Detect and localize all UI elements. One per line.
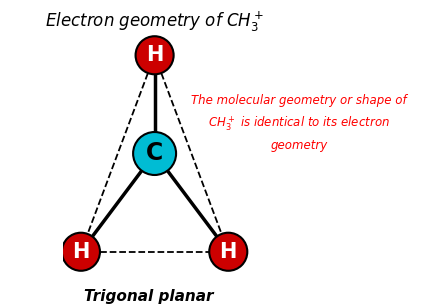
Text: H: H <box>146 45 163 65</box>
Circle shape <box>133 132 176 175</box>
Circle shape <box>62 233 100 271</box>
Text: The molecular geometry or shape of
$CH_3^+$ is identical to its electron
geometr: The molecular geometry or shape of $CH_3… <box>191 94 407 152</box>
Circle shape <box>136 36 174 74</box>
Text: Trigonal planar: Trigonal planar <box>84 289 213 304</box>
Text: C: C <box>146 142 163 165</box>
Text: $\bf\mathit{Electron\ geometry\ of\ CH_3^+}$: $\bf\mathit{Electron\ geometry\ of\ CH_3… <box>45 9 264 33</box>
Text: H: H <box>219 242 237 262</box>
Circle shape <box>209 233 247 271</box>
Text: H: H <box>72 242 89 262</box>
